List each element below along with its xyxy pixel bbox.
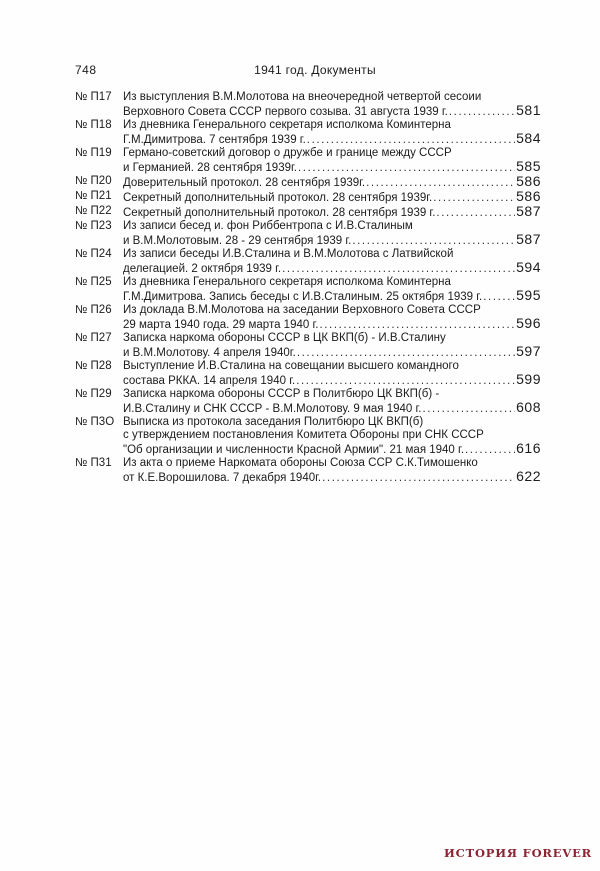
toc-entry-text: Записка наркома обороны СССР в Политбюро… [123,388,440,400]
toc-entry-number: № П28 [75,360,112,372]
toc-entry-text: Выступление И.В.Сталина на совещании выс… [123,360,459,372]
dot-leader [483,291,515,304]
toc-entry: № П24 Из записи беседы И.В.Сталина и В.М… [75,248,541,276]
toc-entry: № П22 Секретный дополнительный протокол.… [75,203,541,220]
toc-entry-text: Из дневника Генерального секретаря испол… [123,119,451,131]
toc-entry-text: состава РККА. 14 апреля 1940 г. [123,375,296,387]
dot-leader [436,207,515,220]
dot-leader [319,319,515,332]
toc-entry-text: Германо-советский договор о дружбе и гра… [123,147,452,159]
toc-entry-text: и В.М.Молотовым. 28 - 29 сентября 1939 г… [123,235,352,247]
toc-entry-text: с утверждением постановления Комитета Об… [123,429,484,441]
toc-entry-text: Из акта о приеме Наркомата обороны Союза… [123,457,478,469]
dot-leader [352,235,515,248]
toc-entry: № П25 Из дневника Генерального секретаря… [75,276,541,304]
toc-entry: № П29 Записка наркома обороны СССР в Пол… [75,388,541,416]
dot-leader [282,263,515,276]
toc-entry-number: № П23 [75,220,112,232]
toc-page-number: 587 [516,231,541,247]
toc-entry-text: "Об организации и численности Красной Ар… [123,444,465,456]
toc-entry-text: Секретный дополнительный протокол. 28 се… [123,192,433,204]
toc-entry-number: № П26 [75,304,112,316]
toc-page-number: 594 [516,259,541,275]
toc-entry-text: Секретный дополнительный протокол. 28 се… [123,207,436,219]
toc-entry-number: № П17 [75,91,112,103]
toc-entry: № П27 Записка наркома обороны СССР в ЦК … [75,332,541,360]
toc-entry-text: Из записи беседы И.В.Сталина и В.М.Молот… [123,248,454,260]
dot-leader [297,347,515,360]
table-of-contents: № П17 Из выступления В.М.Молотова на вне… [75,91,541,485]
running-title: 1941 год. Документы [254,63,376,77]
toc-entry: № П26 Из доклада В.М.Молотова на заседан… [75,304,541,332]
toc-entry: № П31 Из акта о приеме Наркомата обороны… [75,457,541,485]
toc-entry-number: № П21 [75,190,112,202]
watermark-text: ИСТОРИЯ FOREVER [443,846,592,860]
dot-leader [296,375,515,388]
toc-page-number: 616 [516,440,541,456]
toc-entry-text: И.В.Сталину и СНК СССР - В.М.Молотову. 9… [123,403,422,415]
toc-page-number: 585 [516,158,541,174]
toc-entry-text: и Германией. 28 сентября 1939г. [123,162,297,174]
toc-page-number: 599 [516,371,541,387]
toc-entry: № П19 Германо-советский договор о дружбе… [75,147,541,175]
toc-entry: № П23 Из записи бесед и. фон Риббентропа… [75,220,541,248]
toc-page-number: 608 [516,399,541,415]
toc-entry-text: Из записи бесед и. фон Риббентропа с И.В… [123,220,413,232]
dot-leader [322,472,515,485]
toc-entry-text: Верховного Совета СССР первого созыва. 3… [123,106,448,118]
toc-entry-text: и В.М.Молотову. 4 апреля 1940г. [123,347,296,359]
toc-page-number: 584 [516,130,541,146]
toc-entry-number: № П27 [75,332,112,344]
toc-entry-text: Выписка из протокола заседания Политбюро… [123,416,424,428]
dot-leader [465,444,515,457]
toc-entry-text: Записка наркома обороны СССР в ЦК ВКП(б)… [123,332,446,344]
toc-entry-text: Г.М.Димитрова. 7 сентября 1939 г. [123,134,306,146]
toc-entry-text: Из выступления В.М.Молотова на внеочеред… [123,91,482,103]
toc-entry-text: от К.Е.Ворошилова. 7 декабря 1940г. [123,472,322,484]
toc-entry: № П20 Доверительный протокол. 28 сентябр… [75,173,541,190]
toc-entry-text: Из дневника Генерального секретаря испол… [123,276,451,288]
toc-entry-number: № П29 [75,388,112,400]
toc-page-number: 586 [516,173,541,189]
toc-entry-number: № П25 [75,276,112,288]
toc-entry: № П21 Секретный дополнительный протокол.… [75,188,541,205]
dot-leader [366,177,515,190]
toc-page-number: 581 [516,102,541,118]
page-header: 748 1941 год. Документы [0,63,600,78]
toc-page-number: 596 [516,315,541,331]
toc-entry-text: 29 марта 1940 года. 29 марта 1940 г. [123,319,319,331]
toc-page-number: 597 [516,343,541,359]
toc-entry-text: Г.М.Димитрова. Запись беседы с И.В.Стали… [123,291,483,303]
toc-entry-text: Из доклада В.М.Молотова на заседании Вер… [123,304,481,316]
toc-entry: № П3О Выписка из протокола заседания Пол… [75,416,541,457]
dot-leader [307,134,515,147]
toc-entry-number: № П22 [75,205,112,217]
toc-entry: № П18 Из дневника Генерального секретаря… [75,119,541,147]
toc-entry-number: № П31 [75,457,112,469]
toc-page-number: 622 [516,468,541,484]
toc-entry-number: № П19 [75,147,112,159]
toc-entry-text: делегацией. 2 октября 1939 г. [123,263,282,275]
dot-leader [298,162,515,175]
toc-entry: № П17 Из выступления В.М.Молотова на вне… [75,91,541,119]
toc-page-number: 595 [516,287,541,303]
toc-page-number: 587 [516,203,541,219]
toc-entry-number: № П20 [75,175,112,187]
dot-leader [433,192,515,205]
toc-entry-number: № П3О [75,416,115,428]
toc-entry-text: Доверительный протокол. 28 сентября 1939… [123,177,366,189]
toc-entry-number: № П18 [75,119,112,131]
toc-page-number: 586 [516,188,541,204]
dot-leader [449,106,515,119]
dot-leader [422,403,515,416]
toc-entry-number: № П24 [75,248,112,260]
toc-entry: № П28 Выступление И.В.Сталина на совещан… [75,360,541,388]
folio-page-number: 748 [75,63,97,77]
